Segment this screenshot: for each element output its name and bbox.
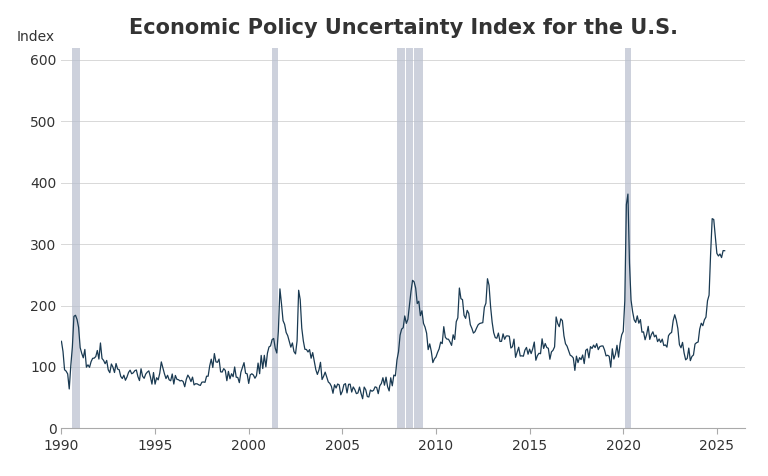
Bar bbox=[272, 48, 278, 428]
Title: Economic Policy Uncertainty Index for the U.S.: Economic Policy Uncertainty Index for th… bbox=[129, 18, 677, 38]
Bar bbox=[397, 48, 400, 428]
Text: Index: Index bbox=[17, 30, 55, 44]
Bar bbox=[400, 48, 405, 428]
Bar bbox=[409, 48, 412, 428]
Bar bbox=[75, 48, 80, 428]
Bar bbox=[406, 48, 409, 428]
Bar bbox=[414, 48, 419, 428]
Bar bbox=[625, 48, 631, 428]
Bar bbox=[419, 48, 423, 428]
Bar bbox=[72, 48, 75, 428]
